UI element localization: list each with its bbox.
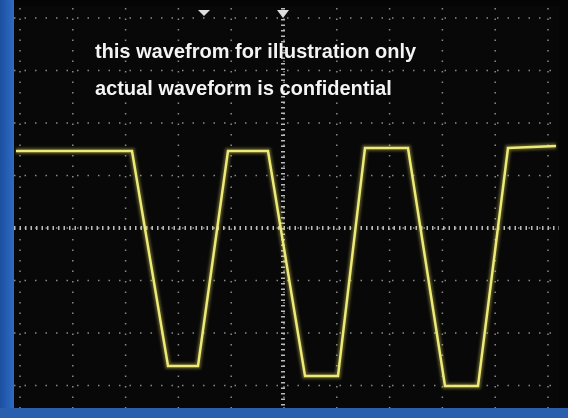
page: this wavefrom for illustration only actu… (0, 0, 568, 418)
screen (14, 6, 559, 408)
annotation-line: actual waveform is confidential (95, 78, 392, 100)
bezel-left (0, 0, 14, 418)
annotation-line: this wavefrom for illustration only (95, 41, 417, 63)
bezel-bottom (0, 408, 568, 418)
oscilloscope-photo: this wavefrom for illustration only actu… (0, 0, 568, 418)
